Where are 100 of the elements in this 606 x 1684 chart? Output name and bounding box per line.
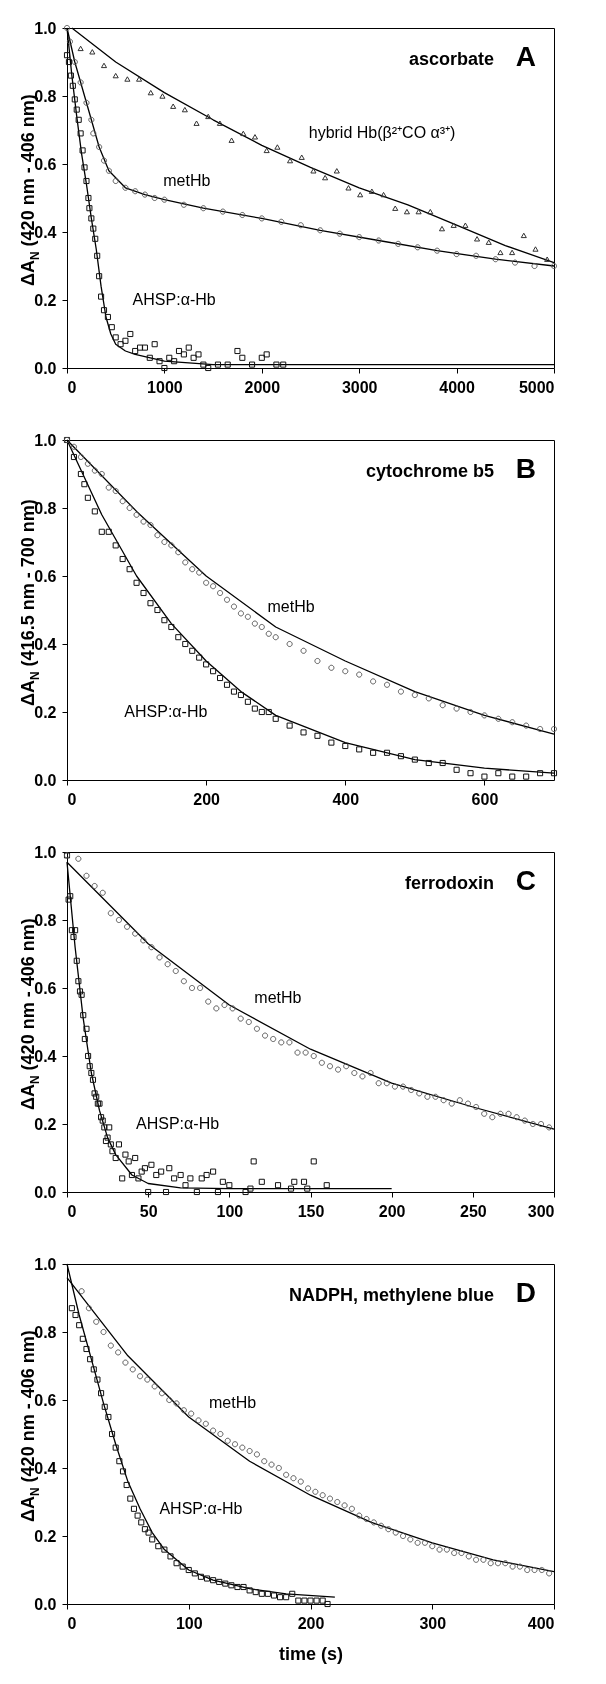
point <box>182 559 189 566</box>
x-tick-label: 400 <box>332 790 360 808</box>
x-tick-label: 200 <box>193 790 221 808</box>
point <box>546 1124 553 1131</box>
point <box>310 1052 317 1060</box>
point <box>234 1583 241 1591</box>
point <box>265 630 272 637</box>
point <box>375 1080 382 1087</box>
point <box>240 130 247 137</box>
point <box>438 225 446 232</box>
point <box>223 596 231 603</box>
point <box>136 76 143 82</box>
point <box>116 1458 123 1465</box>
point <box>172 967 179 975</box>
point <box>140 589 147 597</box>
point <box>196 569 203 576</box>
point <box>278 218 285 225</box>
point <box>173 1560 180 1567</box>
point <box>161 617 168 624</box>
point <box>73 106 80 113</box>
point <box>133 579 140 586</box>
x-tick-label: 0 <box>67 1614 77 1632</box>
x-tick-label: 100 <box>175 1614 203 1632</box>
x-tick-label: 150 <box>297 1202 325 1220</box>
point <box>185 1566 192 1574</box>
point <box>456 1097 463 1104</box>
point <box>197 984 204 992</box>
point <box>286 1039 293 1046</box>
point <box>301 1597 308 1604</box>
annotation: D <box>515 1277 536 1308</box>
point <box>105 167 112 174</box>
point <box>473 252 480 259</box>
y-tick-label: 1.0 <box>34 19 57 37</box>
x-tick-label: 300 <box>419 1614 447 1632</box>
point <box>66 38 73 45</box>
point <box>283 1594 290 1601</box>
point <box>83 1345 90 1353</box>
point <box>68 1305 75 1312</box>
point <box>190 354 197 361</box>
point <box>205 364 212 372</box>
annotation: A <box>515 41 536 72</box>
point <box>181 106 188 113</box>
point <box>81 481 88 488</box>
x-tick-label: 200 <box>378 1202 406 1220</box>
point <box>170 103 177 109</box>
point <box>453 766 460 773</box>
point <box>523 773 530 780</box>
point <box>302 1049 309 1056</box>
point <box>112 177 119 185</box>
x-tick-label: 0 <box>67 1202 77 1220</box>
point <box>520 232 527 239</box>
point <box>497 1110 504 1117</box>
x-tick-label: 600 <box>471 790 499 808</box>
point <box>84 494 91 501</box>
point <box>197 1573 204 1580</box>
point <box>383 681 391 688</box>
point <box>509 773 516 780</box>
point <box>81 164 88 171</box>
point <box>298 154 305 160</box>
point <box>425 759 432 767</box>
point <box>217 674 224 682</box>
point <box>98 1390 105 1397</box>
point <box>521 1117 528 1124</box>
point <box>98 293 105 300</box>
x-tick-label: 100 <box>216 1202 244 1220</box>
point <box>481 712 488 719</box>
point <box>356 746 363 753</box>
x-tick-label: 2000 <box>244 378 281 396</box>
x-tick-label: 0 <box>67 378 77 396</box>
point <box>90 225 97 232</box>
point <box>509 719 516 726</box>
point <box>127 1495 134 1502</box>
point <box>245 1018 252 1026</box>
point <box>357 191 364 198</box>
point <box>63 52 71 59</box>
point <box>397 753 404 760</box>
point <box>77 130 84 137</box>
point <box>383 1080 390 1087</box>
point <box>146 354 153 361</box>
point <box>270 1592 278 1599</box>
point <box>210 583 217 590</box>
series-label: AHSP:α-Hb <box>132 291 216 308</box>
point <box>98 470 105 478</box>
point <box>399 1083 407 1090</box>
y-tick-label: 0.0 <box>34 1595 57 1613</box>
annotation: C <box>515 865 536 896</box>
point <box>228 137 235 143</box>
point <box>105 484 112 491</box>
series-label: metHb <box>267 597 315 615</box>
point <box>474 236 481 242</box>
point <box>200 205 207 212</box>
point <box>550 262 558 270</box>
point <box>258 1590 265 1597</box>
point <box>511 259 519 266</box>
point <box>550 770 558 777</box>
series-label: metHb <box>209 1394 257 1412</box>
point <box>164 961 171 968</box>
point <box>127 330 134 338</box>
point <box>230 603 238 610</box>
point <box>427 208 434 215</box>
